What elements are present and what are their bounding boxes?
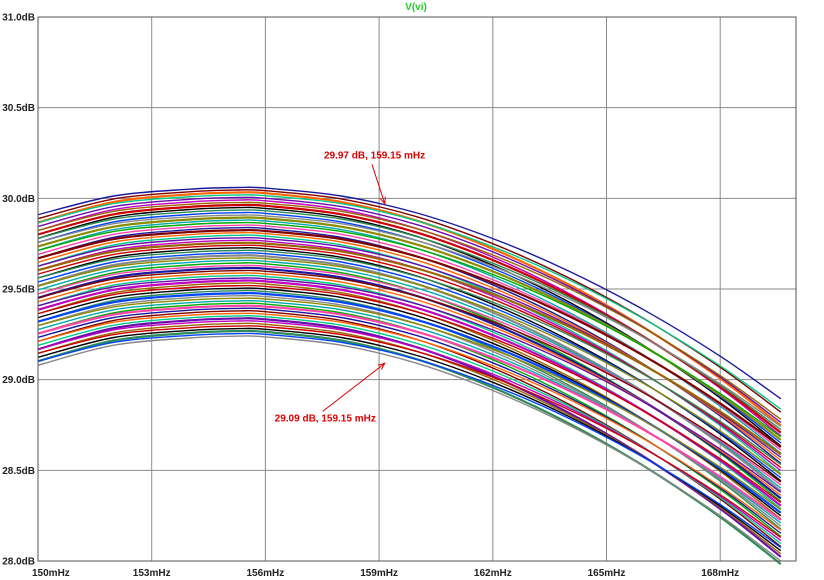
- series-line: [37, 269, 782, 483]
- y-axis: 31.0dB 30.5dB 30.0dB 29.5dB 29.0dB 28.5dB 28.0…: [2, 13, 35, 568]
- series-line: [37, 284, 782, 504]
- series-line: [37, 249, 782, 466]
- x-tick-label: 150mHz: [32, 568, 70, 579]
- series-line: [37, 304, 782, 521]
- x-tick-label: 153mHz: [133, 568, 171, 579]
- series-line: [37, 335, 782, 562]
- series-line: [37, 312, 782, 531]
- series-line: [37, 201, 782, 420]
- y-tick-label: 28.0dB: [2, 557, 35, 568]
- annotation-arrow: [371, 164, 386, 204]
- series-group: [37, 186, 782, 565]
- series-line: [37, 186, 782, 400]
- x-tick-label: 159mHz: [360, 568, 398, 579]
- annotation-arrowhead: [379, 196, 386, 205]
- x-tick-label: 156mHz: [246, 568, 284, 579]
- x-tick-label: 162mHz: [474, 568, 512, 579]
- annotation-arrowhead: [377, 362, 386, 370]
- x-axis: 150mHz 153mHz 156mHz 159mHz 162mHz 165mHz 168m…: [32, 568, 739, 579]
- annotation-label: 29.97 dB, 159.15 mHz: [324, 150, 425, 161]
- x-tick-label: 168mHz: [701, 568, 739, 579]
- series-line: [37, 277, 782, 493]
- series-line: [37, 325, 782, 538]
- series-line: [37, 257, 782, 476]
- series-line: [37, 241, 782, 456]
- plot-frame: [37, 16, 797, 562]
- y-tick-label: 29.5dB: [2, 285, 35, 296]
- series-line: [37, 221, 782, 438]
- x-tick-label: 165mHz: [588, 568, 626, 579]
- y-tick-label: 30.5dB: [2, 103, 35, 114]
- grid: [37, 16, 796, 562]
- series-line: [37, 297, 782, 511]
- y-tick-label: 29.0dB: [2, 375, 35, 386]
- annotation-arrow: [322, 362, 386, 412]
- y-tick-label: 31.0dB: [2, 13, 35, 24]
- y-tick-label: 30.0dB: [2, 194, 35, 205]
- series-line: [37, 214, 782, 428]
- series-line: [37, 228, 782, 448]
- annotations: 29.97 dB, 159.15 mHz 29.09 dB, 159.15 mHz: [275, 150, 425, 424]
- series-line: [37, 332, 782, 549]
- y-tick-label: 28.5dB: [2, 466, 35, 477]
- series-line: [37, 329, 782, 565]
- series-line: [37, 194, 782, 410]
- chart-title: V(vi): [405, 2, 427, 13]
- annotation-label: 29.09 dB, 159.15 mHz: [275, 413, 376, 424]
